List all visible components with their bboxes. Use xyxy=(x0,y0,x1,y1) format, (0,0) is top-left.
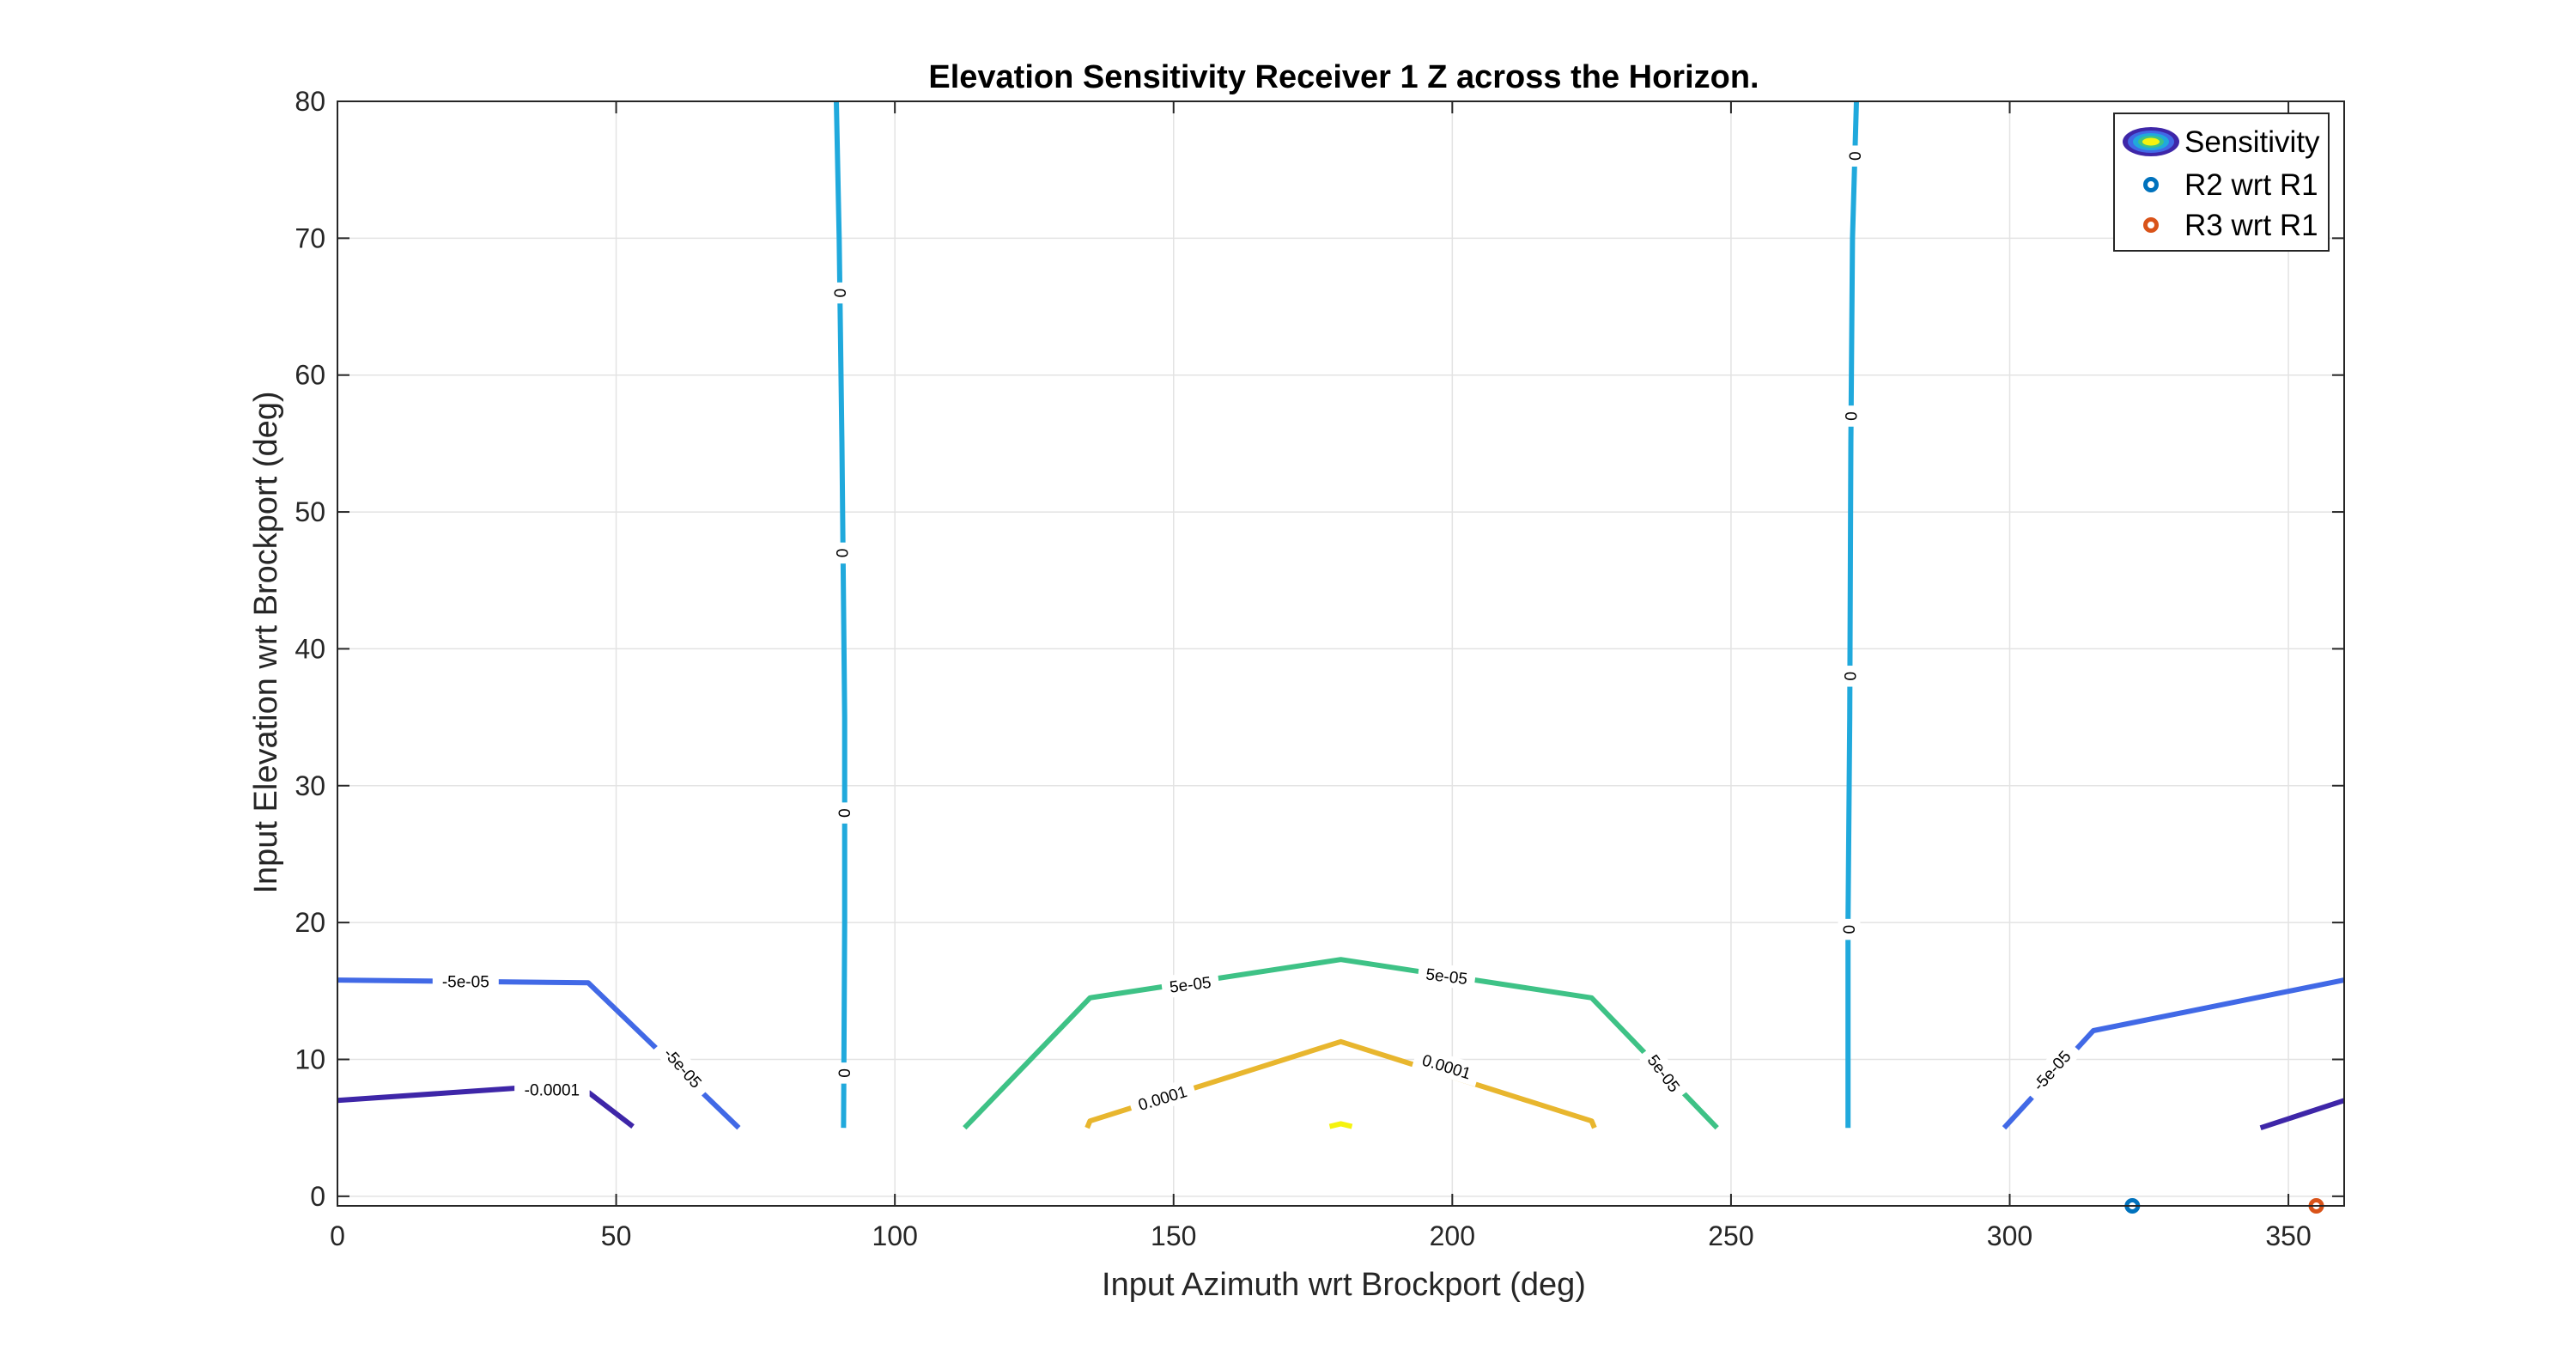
x-tick-label: 350 xyxy=(2265,1220,2311,1251)
y-tick-label: 40 xyxy=(295,633,325,664)
contour-label-group: -5e-05 xyxy=(432,970,499,993)
contour-label: -0.0001 xyxy=(525,1082,580,1100)
contour-label: -5e-05 xyxy=(442,974,489,992)
contour-line xyxy=(963,957,1719,1130)
legend-label-r3: R3 wrt R1 xyxy=(2184,209,2318,242)
contour-line xyxy=(1084,1038,1597,1129)
x-tick-label: 300 xyxy=(1987,1220,2032,1251)
legend-r3-marker xyxy=(2143,217,2159,233)
legend-sensitivity-icon xyxy=(2123,127,2179,156)
y-tick-label: 0 xyxy=(310,1181,325,1212)
contour-label-bg xyxy=(1844,145,1867,167)
contour-label-bg xyxy=(1838,666,1862,687)
contour-label-bg xyxy=(1127,1077,1198,1118)
y-tick-label: 30 xyxy=(295,770,325,801)
contour-line xyxy=(834,100,848,1129)
legend-label-r2: R2 wrt R1 xyxy=(2184,168,2318,202)
contour-label-group: 5e-05 xyxy=(1160,969,1220,999)
contour-label-bg xyxy=(432,970,499,993)
contour-label-bg xyxy=(514,1078,590,1101)
y-axis-ticks: 0 10 20 30 40 50 60 70 80 xyxy=(295,86,2344,1212)
contour-label-group: 0 xyxy=(833,802,856,824)
x-axis-label: Input Azimuth wrt Brockport (deg) xyxy=(1102,1267,1586,1303)
contour-label: 0 xyxy=(832,549,850,558)
contour-label-bg xyxy=(833,1062,856,1084)
contour-label-group: 0 xyxy=(1838,918,1861,940)
contour-line xyxy=(337,1086,516,1104)
contour-label-group: 0 xyxy=(831,542,854,564)
plot-frame xyxy=(337,100,2345,1207)
x-tick-label: 0 xyxy=(330,1220,345,1251)
contour-label: 0 xyxy=(1840,672,1858,681)
y-tick-label: 10 xyxy=(295,1044,325,1074)
x-tick-label: 100 xyxy=(872,1220,917,1251)
x-tick-label: 50 xyxy=(601,1220,632,1251)
y-axis-label: Input Elevation wrt Brockport (deg) xyxy=(248,391,284,893)
contour-line xyxy=(586,1090,635,1129)
y-tick-label: 20 xyxy=(295,907,325,938)
contour-label-group: 5e-05 xyxy=(1417,961,1477,991)
contour-label: 0 xyxy=(1845,151,1863,161)
contour-label-group: 0 xyxy=(829,282,852,304)
contour-label-bg xyxy=(1417,961,1477,991)
contour-label-group: 0 xyxy=(1838,666,1862,687)
contour-label-bg xyxy=(1840,405,1863,427)
legend-r2-marker xyxy=(2143,177,2159,192)
contour-label: 0 xyxy=(830,289,848,298)
contour-label-bg xyxy=(1838,918,1861,940)
contour-label: 0 xyxy=(835,808,853,818)
contour-label: 0 xyxy=(835,1068,853,1078)
y-tick-label: 50 xyxy=(295,496,325,527)
y-tick-label: 70 xyxy=(295,222,325,253)
contour-line xyxy=(2259,1098,2345,1131)
x-tick-label: 200 xyxy=(1430,1220,1475,1251)
contour-label-group: 0 xyxy=(1844,145,1867,167)
x-tick-label: 250 xyxy=(1708,1220,1753,1251)
contour-label-group: 0 xyxy=(833,1062,856,1084)
contour-label-bg xyxy=(1160,969,1220,999)
contour-label-bg xyxy=(2020,1038,2082,1103)
contour-label: 0 xyxy=(1841,411,1859,421)
contour-line xyxy=(1845,100,1859,1129)
chart-title: Elevation Sensitivity Receiver 1 Z acros… xyxy=(928,59,1759,95)
y-tick-label: 80 xyxy=(295,86,325,117)
contour-label: 0 xyxy=(1839,925,1857,934)
contour-line xyxy=(1328,1121,1353,1129)
contour-label-bg xyxy=(831,542,854,564)
x-tick-label: 150 xyxy=(1151,1220,1196,1251)
legend-label-sensitivity: Sensitivity xyxy=(2184,125,2320,159)
contour-label-group: 0 xyxy=(1840,405,1863,427)
contour-label-bg xyxy=(829,282,852,304)
contour-label-bg xyxy=(1412,1045,1482,1087)
contour-label-bg xyxy=(1637,1044,1691,1103)
contour-label-group: -0.0001 xyxy=(514,1078,590,1101)
contour-label-bg xyxy=(833,802,856,824)
contour-label-bg xyxy=(653,1035,714,1100)
x-axis-ticks: 0 50 100 150 200 250 300 350 xyxy=(330,101,2312,1251)
legend: Sensitivity R2 wrt R1 R3 wrt R1 xyxy=(2113,113,2330,252)
y-tick-label: 60 xyxy=(295,360,325,391)
